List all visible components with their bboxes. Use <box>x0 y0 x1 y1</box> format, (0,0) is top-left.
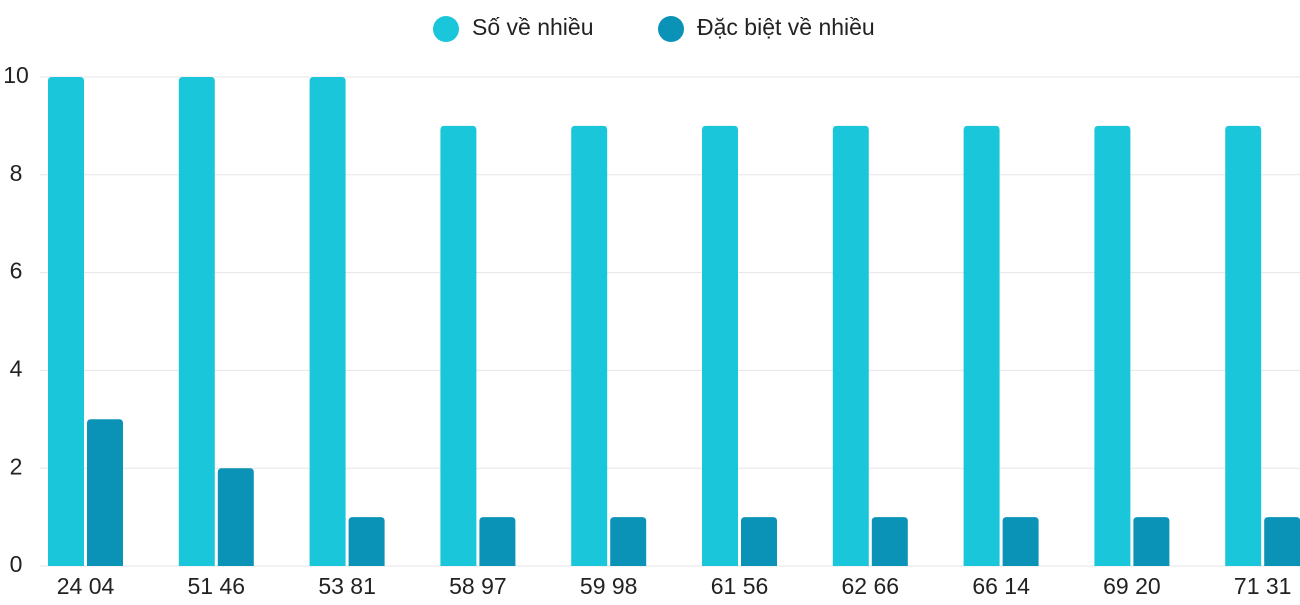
bar <box>178 77 215 566</box>
x-tick-label: 59 98 <box>580 573 638 599</box>
x-tick-label: 71 31 <box>1234 573 1292 599</box>
y-tick-label: 6 <box>10 258 23 284</box>
bar <box>1133 517 1170 566</box>
x-tick-label: 66 14 <box>972 573 1030 599</box>
x-tick-label: 62 66 <box>842 573 900 599</box>
bar <box>1225 125 1262 567</box>
bar <box>610 517 647 566</box>
y-tick-label: 4 <box>10 355 23 381</box>
y-tick-label: 8 <box>10 160 23 186</box>
x-tick-label: 61 56 <box>711 573 769 599</box>
bar <box>702 125 738 567</box>
bar <box>48 77 84 566</box>
bar <box>440 125 477 567</box>
bar <box>217 468 254 566</box>
bar <box>963 125 1000 567</box>
y-tick-label: 10 <box>3 62 29 88</box>
bar <box>479 517 516 566</box>
bar <box>1002 517 1039 566</box>
legend-swatch <box>658 16 684 42</box>
bar <box>741 517 777 566</box>
x-tick-label: 24 04 <box>57 573 115 599</box>
bar <box>1094 125 1131 567</box>
x-tick-label: 51 46 <box>188 573 246 599</box>
legend-swatch <box>433 16 459 42</box>
x-tick-label: 58 97 <box>449 573 507 599</box>
x-tick-label: 53 81 <box>318 573 376 599</box>
legend-label: Số về nhiều <box>472 14 593 40</box>
bar <box>87 419 123 566</box>
bar <box>309 77 346 566</box>
y-tick-label: 0 <box>10 551 23 577</box>
bar <box>571 125 608 567</box>
bar <box>871 517 908 566</box>
bar <box>348 517 385 566</box>
x-tick-label: 69 20 <box>1103 573 1161 599</box>
legend-label: Đặc biệt về nhiều <box>697 14 875 40</box>
bar <box>832 125 869 567</box>
y-tick-label: 2 <box>10 453 23 479</box>
bar <box>1264 517 1300 566</box>
